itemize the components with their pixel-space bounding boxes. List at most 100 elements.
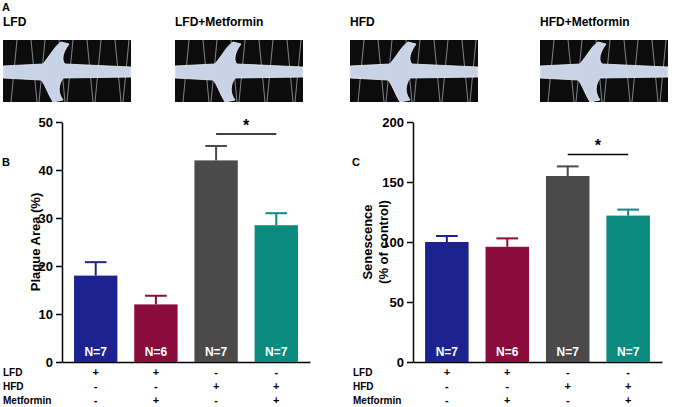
condition-name: LFD [353,367,372,378]
y-axis-line [62,123,64,363]
error-bar-cap [557,165,579,167]
y-tick: 30 [39,211,62,226]
photo-caption: LFD+Metformin [175,15,263,29]
y-tick-label: 40 [39,163,53,178]
error-bar [617,210,639,216]
condition-value: + [273,380,279,392]
photo [350,40,478,102]
figure: ALFDLFD+MetforminHFDHFD+MetforminBPlaque… [0,0,683,407]
significance-label: * [243,117,250,134]
bar-label: N=7 [265,345,288,359]
photo-caption: HFD [350,15,375,29]
y-axis: 0 50 100 150 200 [382,115,413,370]
condition-name: Metformin [353,395,401,406]
y-tick-mark [56,314,62,316]
y-tick-mark [56,362,62,364]
y-tick-label: 0 [46,355,53,370]
condition-value: + [213,380,219,392]
y-tick: 100 [382,235,413,250]
panel-label: B [2,156,10,168]
bar [255,225,298,362]
error-bar-cap [617,209,639,211]
photo-background [350,40,478,102]
significance-label: * [595,137,602,154]
error-bar-cap [436,235,458,237]
condition-value: - [566,366,570,378]
y-tick: 0 [397,355,413,370]
bar [74,276,117,362]
condition-value: - [274,366,278,378]
error-bar-stem [155,296,157,305]
photo-background [175,40,303,102]
y-tick-label: 0 [397,355,404,370]
condition-value: + [153,394,159,406]
error-bar-cap [496,237,518,239]
bar [194,160,237,362]
condition-value: - [94,380,98,392]
y-tick: 40 [39,163,62,178]
photo [3,40,131,102]
bar [606,216,650,362]
error-bar [436,236,458,242]
error-bar-stem [506,238,508,246]
condition-value: + [153,366,159,378]
error-bar-stem [215,146,217,160]
condition-value: - [154,380,158,392]
error-bar-stem [275,213,277,225]
y-tick-mark [407,182,413,184]
vessel [540,42,668,102]
bar-label: N=7 [617,345,640,359]
y-tick-label: 100 [382,235,404,250]
y-tick-label: 20 [39,259,53,274]
condition-value: - [445,394,449,406]
y-tick-mark [56,218,62,220]
y-tick: 50 [39,115,62,130]
y-axis-title: Senescence [360,204,375,279]
error-bar-stem [567,166,569,176]
bar-label: N=7 [85,345,108,359]
error-bar-cap [205,145,227,147]
y-tick: 10 [39,307,62,322]
y-tick-label: 200 [382,115,404,130]
y-tick: 200 [382,115,413,130]
error-bar-cap [85,261,107,263]
condition-value: + [444,366,450,378]
condition-name: LFD [3,367,22,378]
y-tick-mark [407,122,413,124]
y-tick-mark [407,302,413,304]
plot-area [74,146,298,362]
photo-caption: LFD [3,15,27,29]
condition-name: HFD [3,381,24,392]
condition-value: - [566,394,570,406]
photo [540,40,668,102]
condition-value: - [214,394,218,406]
photo-background [540,40,668,102]
bar-label: N=7 [557,345,580,359]
plot-area [425,166,650,362]
y-tick-label: 50 [390,295,404,310]
photo [175,40,303,102]
condition-value: + [564,380,570,392]
bar-label: N=6 [496,345,519,359]
y-axis-title: Plaque Area (%) [28,193,43,292]
vessel [175,42,303,102]
y-tick-mark [407,362,413,364]
y-tick: 150 [382,175,413,190]
error-bar [205,146,227,160]
condition-name: Metformin [3,395,51,406]
y-tick-label: 50 [39,115,53,130]
panel-label: A [2,1,10,13]
condition-value: + [504,366,510,378]
vessel [3,42,131,102]
condition-name: HFD [353,381,374,392]
condition-value: - [214,366,218,378]
condition-value: + [625,380,631,392]
error-bar-stem [95,262,97,275]
y-tick: 50 [390,295,413,310]
bar-label: N=7 [205,345,228,359]
y-tick-mark [56,122,62,124]
photo-background [3,40,131,102]
error-bar [496,238,518,246]
photo-caption: HFD+Metformin [540,15,630,29]
y-tick-label: 150 [382,175,404,190]
